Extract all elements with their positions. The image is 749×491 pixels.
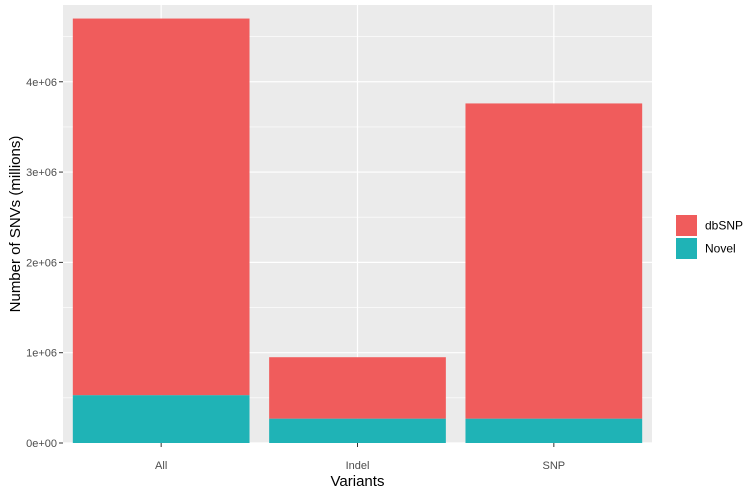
bar-indel-dbsnp — [269, 357, 446, 419]
bar-snp-novel — [465, 418, 643, 443]
bar-all-dbsnp — [72, 18, 250, 396]
legend: dbSNP Novel — [676, 215, 743, 259]
y-axis: 0e+00 1e+06 2e+06 3e+06 4e+06 — [26, 77, 63, 450]
y-tick-label: 2e+06 — [26, 257, 57, 269]
bar-indel-novel — [269, 418, 446, 443]
x-axis-title: Variants — [331, 473, 385, 490]
legend-swatch-novel — [676, 238, 697, 259]
y-axis-title: Number of SNVs (millions) — [7, 136, 24, 313]
legend-swatch-dbsnp — [676, 215, 697, 236]
y-tick-label: 4e+06 — [26, 77, 57, 89]
y-tick-label: 1e+06 — [26, 348, 57, 360]
y-tick-label: 0e+00 — [26, 438, 57, 450]
bar-all-novel — [72, 395, 250, 443]
x-tick-label: All — [155, 460, 167, 472]
bars-group — [72, 18, 643, 443]
y-tick-label: 3e+06 — [26, 167, 57, 179]
legend-label-dbsnp: dbSNP — [705, 219, 743, 233]
legend-label-novel: Novel — [705, 242, 736, 256]
x-tick-label: SNP — [543, 460, 566, 472]
bar-snp-dbsnp — [465, 103, 643, 419]
x-tick-label: Indel — [346, 460, 370, 472]
x-axis: All Indel SNP — [155, 443, 565, 472]
